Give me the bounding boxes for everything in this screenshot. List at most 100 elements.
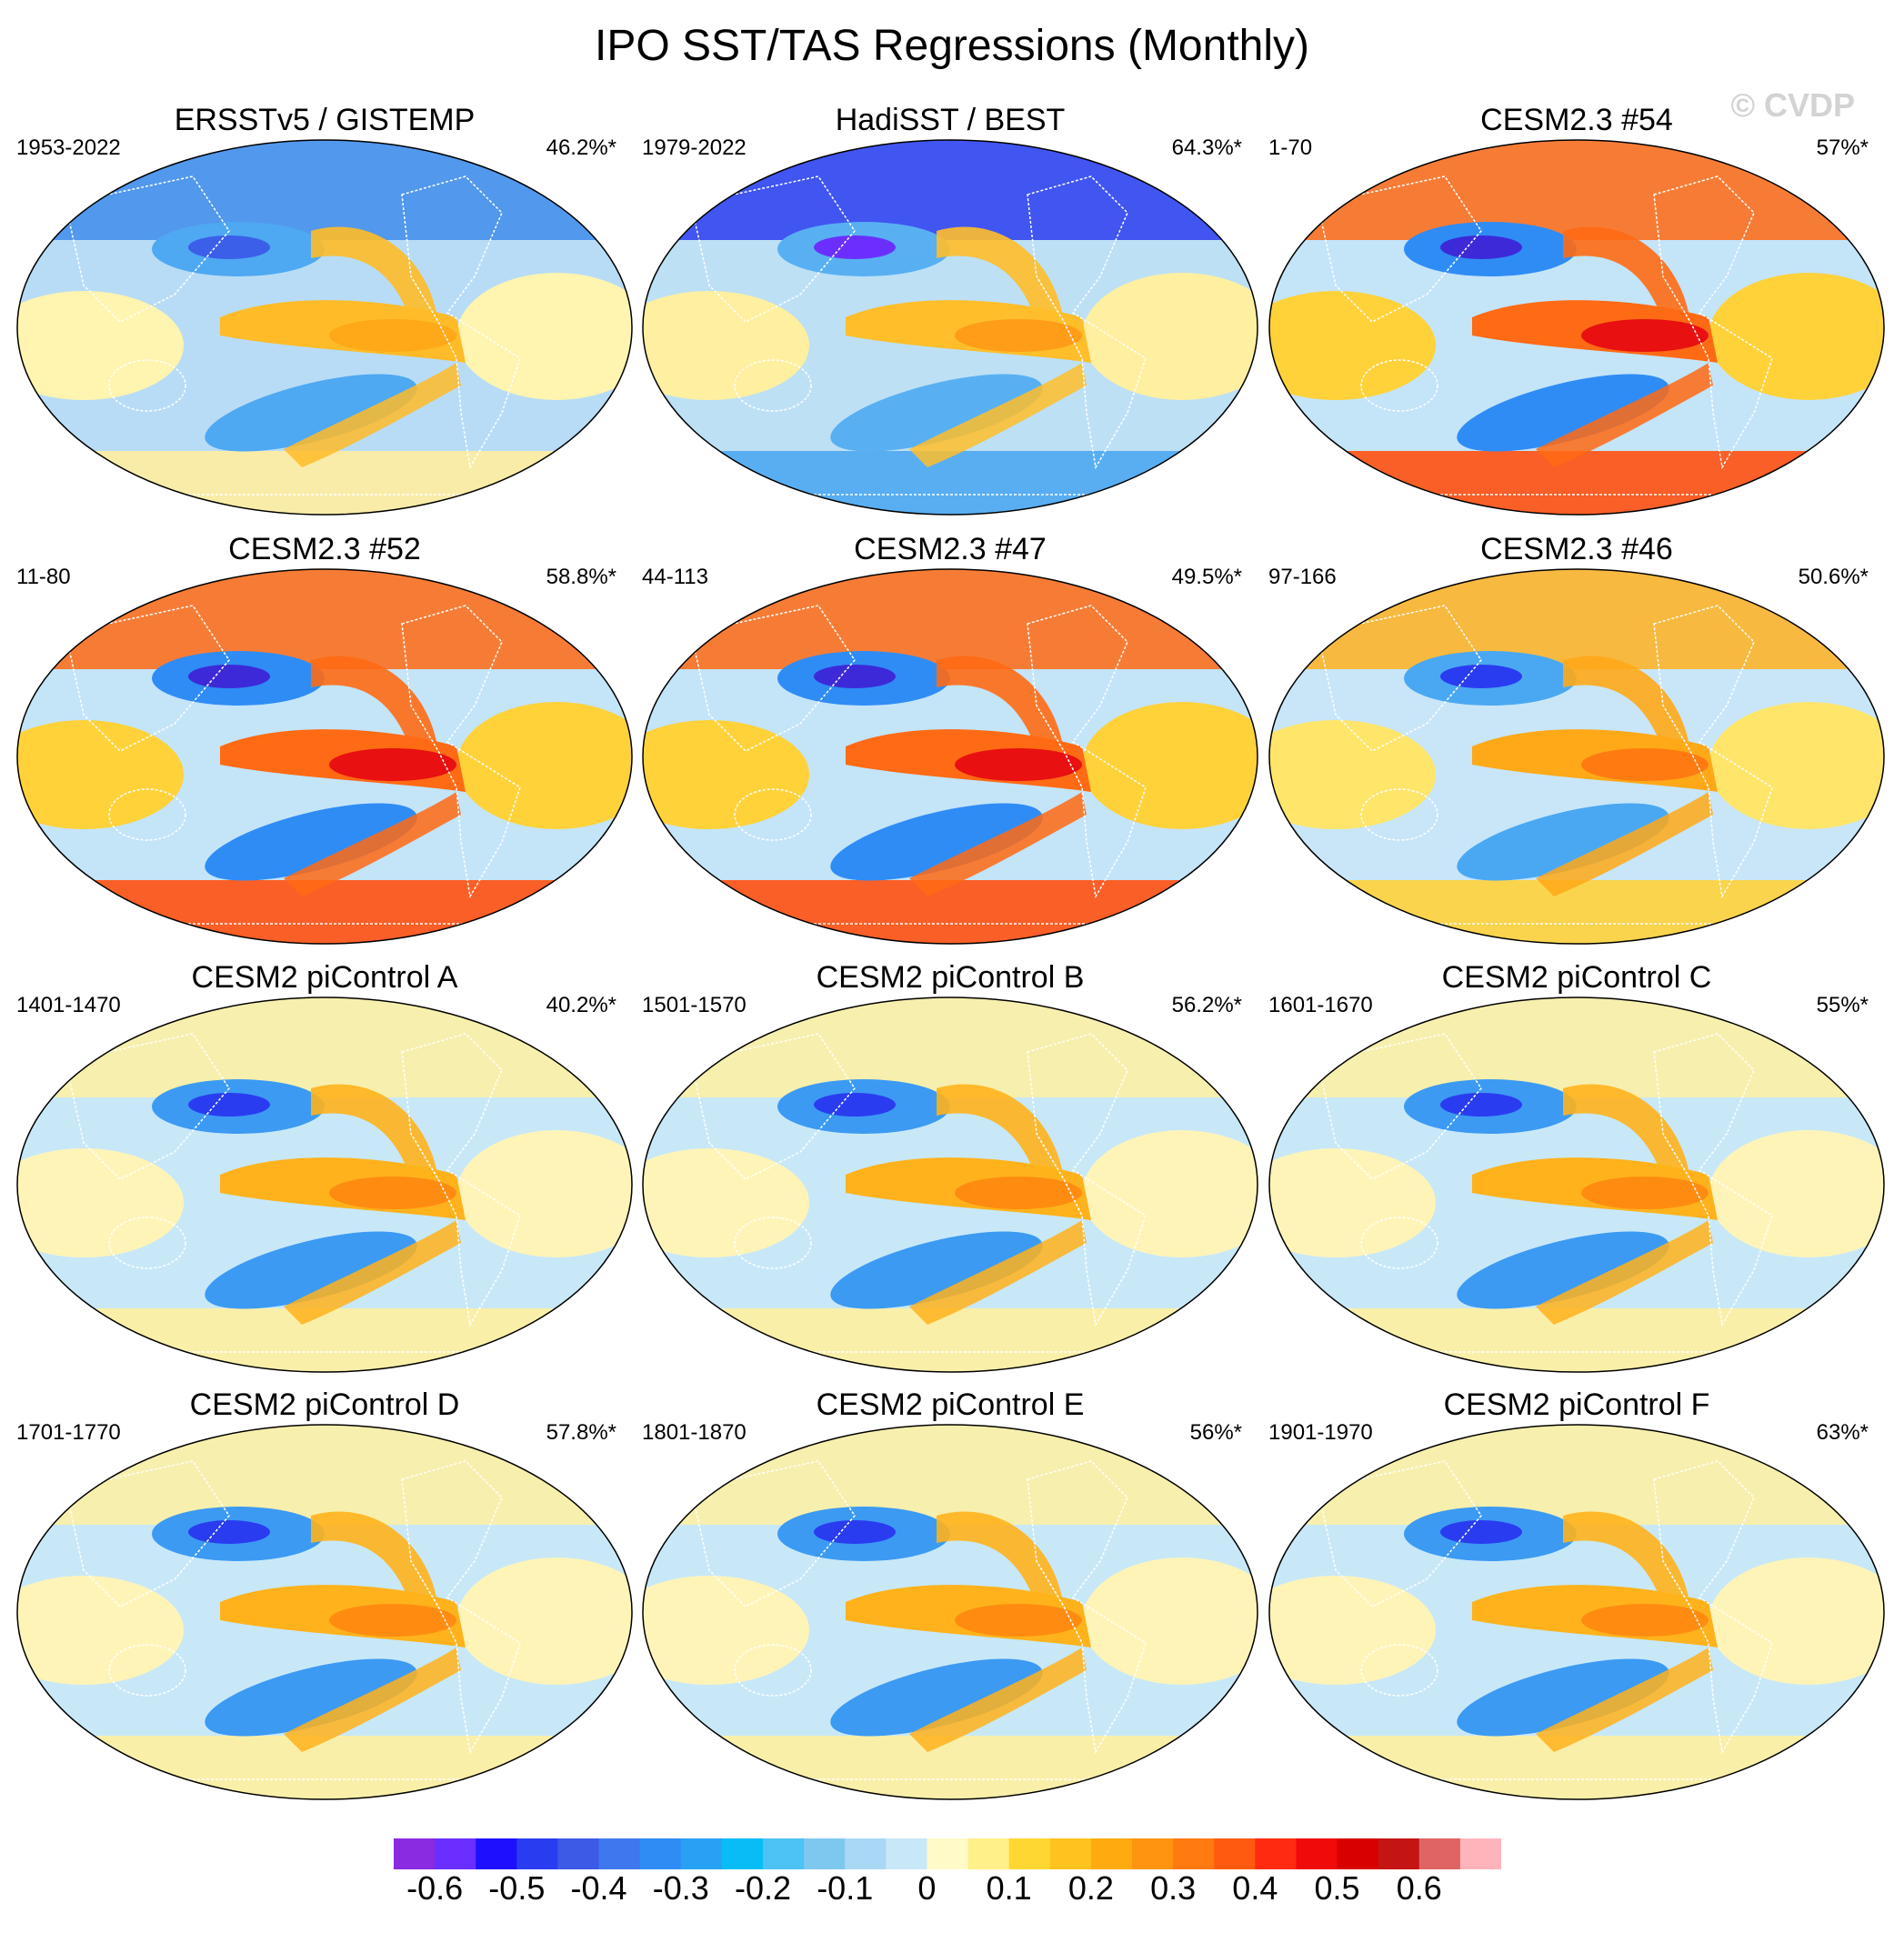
colorbar-swatch: [804, 1838, 846, 1869]
robinson-map: [642, 1424, 1258, 1800]
panel-years: 1979-2022: [642, 135, 747, 160]
robinson-map: [16, 139, 633, 516]
panel-years: 1701-1770: [16, 1420, 121, 1445]
colorbar-swatch: [1296, 1838, 1338, 1869]
panel-title: CESM2.3 #54: [1480, 103, 1673, 137]
panel-variance-percent: 57.8%*: [546, 1420, 616, 1445]
colorbar-tick-label: 0.2: [1067, 1869, 1114, 1907]
panel-title: CESM2 piControl A: [191, 960, 458, 995]
colorbar-swatch: [1214, 1838, 1256, 1869]
colorbar-tick-label: -0.4: [570, 1869, 627, 1907]
map-panel: HadiSST / BEST 1979-2022 64.3%*: [636, 102, 1264, 527]
panel-title: ERSSTv5 / GISTEMP: [174, 103, 476, 137]
colorbar-swatch: [1255, 1838, 1297, 1869]
panel-variance-percent: 64.3%*: [1171, 135, 1242, 160]
panel-variance-percent: 49.5%*: [1171, 565, 1242, 589]
map-panel: CESM2.3 #54 1-70 57%*: [1263, 102, 1890, 527]
map-panel: CESM2.3 #52 11-80 58.8%*: [11, 531, 638, 956]
panel-title: CESM2.3 #47: [854, 532, 1047, 566]
map-panel: CESM2 piControl B 1501-1570 56.2%*: [636, 959, 1264, 1385]
robinson-map: [642, 997, 1258, 1373]
colorbar-swatch: [845, 1838, 887, 1869]
colorbar-swatch: [1459, 1838, 1501, 1869]
map-panel: CESM2 piControl A 1401-1470 40.2%*: [11, 959, 638, 1385]
colorbar-swatch: [886, 1838, 927, 1869]
colorbar-swatch: [476, 1838, 517, 1869]
panel-years: 1901-1970: [1268, 1420, 1373, 1445]
robinson-map: [16, 1424, 633, 1800]
map-panel: CESM2 piControl F 1901-1970 63%*: [1263, 1387, 1890, 1812]
panel-years: 1953-2022: [16, 135, 121, 160]
colorbar-swatch: [1008, 1838, 1051, 1869]
panel-variance-percent: 58.8%*: [546, 565, 616, 589]
map-panel: CESM2 piControl C 1601-1670 55%*: [1263, 959, 1890, 1385]
panel-variance-percent: 55%*: [1816, 993, 1869, 1017]
colorbar-tick-label: -0.6: [406, 1869, 464, 1907]
colorbar-tick-label: 0.6: [1396, 1869, 1442, 1907]
robinson-map: [642, 568, 1258, 945]
colorbar-tick-label: 0: [917, 1869, 937, 1907]
colorbar-tick-label: -0.3: [652, 1869, 709, 1907]
colorbar-tick-label: -0.1: [817, 1869, 874, 1907]
colorbar-swatch: [721, 1838, 764, 1869]
colorbar-swatch: [435, 1838, 476, 1869]
robinson-map: [1268, 568, 1885, 945]
panel-years: 11-80: [16, 565, 71, 589]
colorbar-tick-label: 0.5: [1314, 1869, 1360, 1907]
panel-years: 1-70: [1268, 135, 1313, 160]
robinson-map: [1268, 997, 1885, 1373]
colorbar-tick-label: 0.4: [1232, 1869, 1278, 1907]
colorbar-swatch: [680, 1838, 723, 1869]
colorbar-swatch: [1378, 1838, 1420, 1869]
colorbar-swatch: [1090, 1838, 1133, 1869]
panel-variance-percent: 57%*: [1816, 135, 1869, 160]
robinson-map: [1268, 1424, 1885, 1800]
colorbar-swatch: [927, 1838, 969, 1869]
colorbar: [394, 1838, 1501, 1869]
map-panel: ERSSTv5 / GISTEMP 1953-2022 46.2%*: [11, 102, 638, 527]
panel-title: CESM2.3 #46: [1480, 532, 1673, 566]
map-panel: CESM2 piControl D 1701-1770 57.8%*: [11, 1387, 638, 1812]
panel-title: CESM2 piControl E: [816, 1387, 1085, 1422]
colorbar-swatch: [394, 1838, 436, 1869]
panel-title: CESM2 piControl F: [1443, 1387, 1710, 1422]
colorbar-tick-label: -0.2: [734, 1869, 792, 1907]
colorbar-tick-label: 0.3: [1150, 1869, 1197, 1907]
robinson-map: [16, 997, 633, 1373]
robinson-map: [1268, 139, 1885, 516]
panel-years: 97-166: [1268, 565, 1337, 589]
panel-title: CESM2 piControl B: [816, 960, 1085, 995]
figure-title: IPO SST/TAS Regressions (Monthly): [595, 22, 1309, 70]
robinson-map: [642, 139, 1258, 516]
map-panel: CESM2.3 #47 44-113 49.5%*: [636, 531, 1264, 956]
map-panel: CESM2.3 #46 97-166 50.6%*: [1263, 531, 1890, 956]
colorbar-swatch: [1337, 1838, 1379, 1869]
panel-title: CESM2.3 #52: [228, 532, 421, 566]
colorbar-swatch: [516, 1838, 558, 1869]
colorbar-swatch: [1132, 1838, 1174, 1869]
colorbar-swatch: [1418, 1838, 1461, 1869]
colorbar-swatch: [1173, 1838, 1215, 1869]
panel-years: 1601-1670: [1268, 993, 1373, 1017]
colorbar-swatch: [557, 1838, 600, 1869]
robinson-map: [16, 568, 633, 945]
colorbar-swatch: [598, 1838, 641, 1869]
colorbar-tick-label: -0.5: [488, 1869, 546, 1907]
colorbar-swatch: [639, 1838, 682, 1869]
panel-years: 1501-1570: [642, 993, 747, 1017]
panel-years: 44-113: [642, 565, 708, 589]
copyright-watermark: © CVDP: [1730, 86, 1855, 124]
panel-variance-percent: 56%*: [1189, 1420, 1242, 1445]
panel-years: 1401-1470: [16, 993, 121, 1017]
colorbar-swatch: [1049, 1838, 1092, 1869]
colorbar-swatch: [967, 1838, 1010, 1869]
panel-title: CESM2 piControl D: [189, 1387, 460, 1422]
panel-years: 1801-1870: [642, 1420, 747, 1445]
panel-title: HadiSST / BEST: [835, 103, 1066, 137]
panel-variance-percent: 50.6%*: [1798, 565, 1869, 589]
map-panel: CESM2 piControl E 1801-1870 56%*: [636, 1387, 1264, 1812]
colorbar-swatch: [763, 1838, 805, 1869]
colorbar-tick-label: 0.1: [986, 1869, 1032, 1907]
panel-variance-percent: 63%*: [1816, 1420, 1869, 1445]
panel-variance-percent: 46.2%*: [546, 135, 616, 160]
